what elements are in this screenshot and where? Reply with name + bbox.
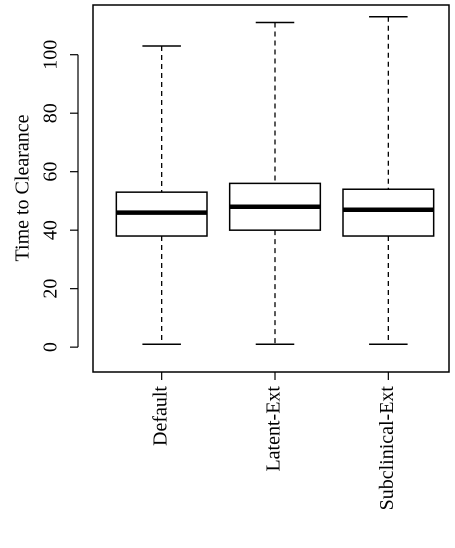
y-tick-label: 40 — [40, 220, 62, 240]
y-tick-label: 60 — [40, 162, 62, 182]
plot-frame — [92, 4, 450, 373]
box — [342, 188, 435, 237]
x-tick-label: Subclinical-Ext — [376, 386, 398, 511]
y-tick-label: 80 — [40, 103, 62, 123]
x-tick-label: Default — [149, 386, 171, 446]
y-tick-label: 0 — [40, 342, 62, 352]
y-tick-label: 100 — [40, 40, 62, 70]
x-tick-label: Latent-Ext — [263, 386, 285, 472]
y-tick-label: 20 — [40, 279, 62, 299]
y-axis-label: Time to Clearance — [12, 114, 34, 261]
